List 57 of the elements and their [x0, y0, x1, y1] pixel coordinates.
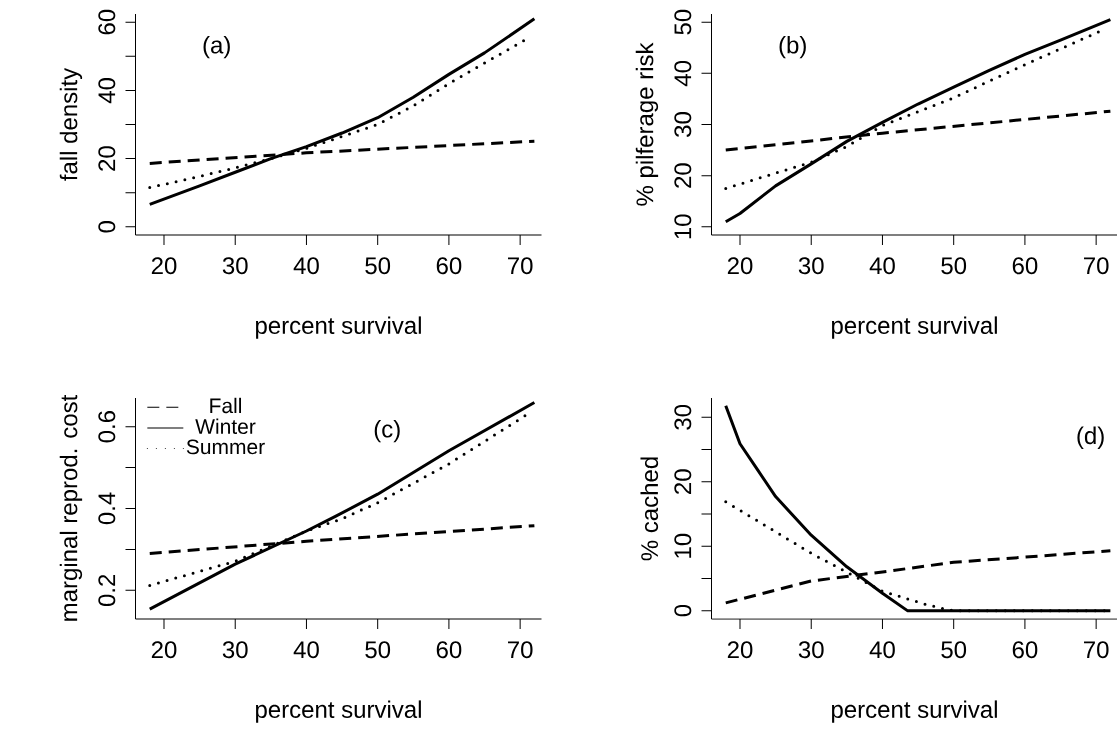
y-axis-title: % pilferage risk — [635, 42, 659, 206]
y-axis-title: % cached — [640, 457, 659, 561]
legend-label: Fall — [210, 397, 242, 414]
x-tick-label: 60 — [1012, 641, 1038, 659]
x-tick-label: 40 — [293, 641, 319, 659]
legend-label: Winter — [195, 418, 256, 435]
line-series — [724, 18, 1112, 224]
x-tick-label: 70 — [508, 257, 533, 275]
x-axis-title: percent survival — [832, 700, 997, 723]
y-tick-label: 40 — [674, 60, 692, 87]
x-axis-title: percent survival — [256, 700, 421, 723]
y-tick-label: 10 — [674, 533, 692, 558]
annotation: (d) — [1077, 426, 1104, 449]
y-tick-label: 0 — [674, 604, 692, 617]
y-tick-label: 30 — [674, 404, 692, 430]
y-tick-label: 0.2 — [98, 574, 116, 607]
y-axis-title: fall density — [59, 67, 83, 181]
y-tick-label: 20 — [674, 469, 692, 494]
y-tick-label: 60 — [98, 9, 116, 35]
y-tick-label: 0 — [98, 221, 116, 233]
x-tick-label: 40 — [869, 257, 895, 275]
x-tick-label: 40 — [293, 257, 319, 275]
x-tick-label: 50 — [365, 257, 391, 275]
x-tick-label: 70 — [1084, 257, 1109, 275]
y-tick-label: 0.4 — [98, 492, 116, 525]
x-tick-label: 50 — [941, 257, 967, 275]
x-tick-label: 50 — [365, 641, 391, 659]
y-axis-title: marginal reprod. cost — [59, 394, 83, 621]
y-tick-label: 10 — [674, 214, 692, 239]
x-tick-label: 70 — [1084, 641, 1109, 659]
x-tick-label: 30 — [798, 641, 824, 659]
annotation: (a) — [203, 35, 230, 59]
x-tick-label: 30 — [222, 641, 248, 659]
line-series — [148, 17, 536, 206]
y-tick-label: 30 — [674, 112, 692, 137]
x-tick-label: 60 — [1012, 257, 1038, 275]
annotation: (c) — [374, 419, 400, 443]
y-tick-label: 20 — [674, 163, 692, 188]
x-tick-label: 20 — [151, 641, 177, 659]
y-tick-label: 50 — [674, 9, 692, 35]
x-tick-label: 20 — [151, 257, 177, 275]
y-tick-label: 40 — [98, 77, 116, 104]
x-tick-label: 50 — [941, 641, 967, 659]
legend-label: Summer — [186, 439, 265, 455]
x-tick-label: 70 — [508, 641, 533, 659]
y-tick-label: 20 — [98, 146, 116, 171]
x-tick-label: 30 — [222, 257, 248, 275]
x-axis-title: percent survival — [256, 316, 421, 339]
x-tick-label: 60 — [436, 641, 462, 659]
x-tick-label: 20 — [727, 641, 753, 659]
y-tick-label: 0.6 — [98, 411, 116, 443]
x-tick-label: 30 — [798, 257, 824, 275]
x-tick-label: 20 — [727, 257, 753, 275]
x-tick-label: 60 — [436, 257, 462, 275]
x-axis-title: percent survival — [832, 316, 997, 339]
x-tick-label: 40 — [869, 641, 895, 659]
annotation: (b) — [779, 35, 806, 59]
